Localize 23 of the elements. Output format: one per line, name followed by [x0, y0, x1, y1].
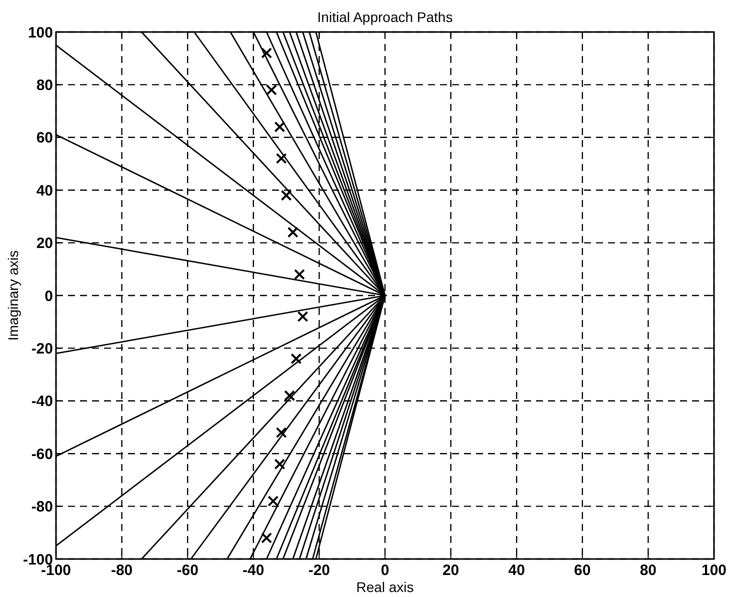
- x-tick-label: 40: [508, 562, 525, 579]
- y-axis-title: Imaginary axis: [5, 250, 21, 341]
- x-axis-title: Real axis: [356, 579, 414, 595]
- x-tick-label: 80: [640, 562, 657, 579]
- x-tick-label: 0: [380, 562, 390, 579]
- y-tick-label: -20: [31, 340, 53, 358]
- y-tick-label: -80: [31, 498, 53, 516]
- y-tick-label: -40: [31, 393, 53, 410]
- x-tick-label: 20: [442, 562, 460, 579]
- y-tick-label: -60: [31, 446, 53, 463]
- y-tick-label: 100: [28, 24, 53, 42]
- x-tick-label: -20: [308, 562, 330, 579]
- x-tick-label: -60: [176, 562, 198, 579]
- y-tick-label: 20: [36, 235, 53, 252]
- y-tick-label: 40: [36, 182, 53, 200]
- y-tick-label: 80: [36, 76, 53, 94]
- x-tick-label: 60: [574, 562, 591, 579]
- y-tick-label: 60: [36, 130, 53, 147]
- x-tick-label: -80: [110, 562, 133, 579]
- x-tick-label: -40: [242, 562, 264, 579]
- chart-title: Initial Approach Paths: [317, 9, 453, 25]
- y-tick-label: 0: [44, 288, 53, 305]
- x-tick-label: 100: [701, 562, 727, 579]
